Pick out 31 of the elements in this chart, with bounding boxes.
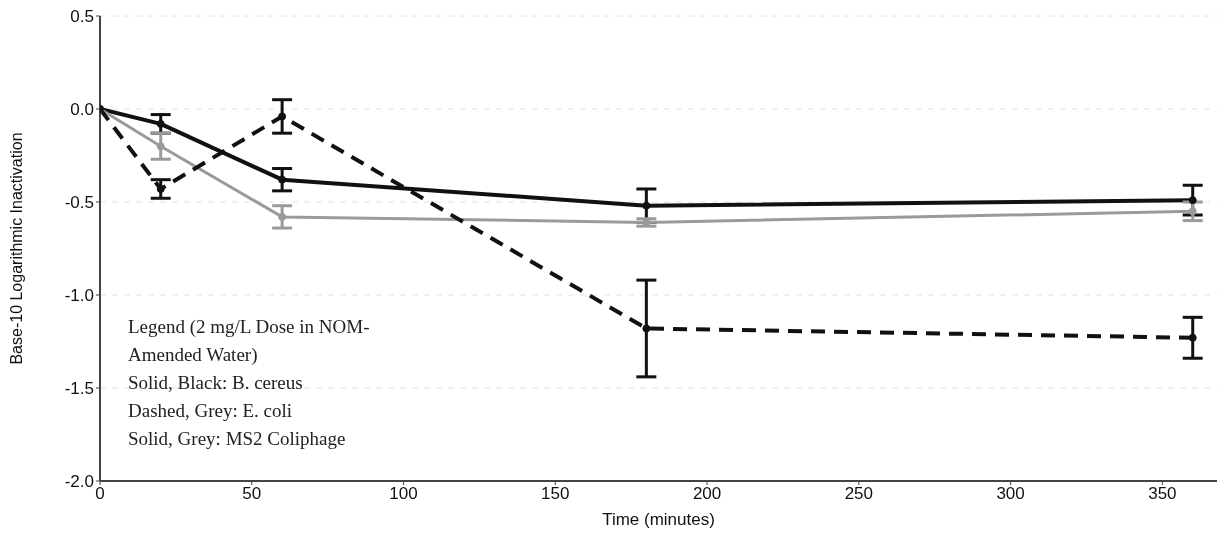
x-tick-label: 100 — [389, 484, 418, 504]
point — [278, 175, 287, 184]
x-tick-label: 0 — [95, 484, 105, 504]
point — [156, 142, 165, 151]
x-tick-label: 50 — [242, 484, 262, 504]
x-tick-label: 250 — [844, 484, 874, 504]
point — [1188, 207, 1197, 216]
annotation: Legend (2 mg/L Dose in NOM-Amended Water) — [128, 315, 371, 367]
point — [642, 324, 651, 333]
x-axis-title: Time (minutes) — [602, 510, 715, 529]
y-tick-label: 0.0 — [70, 100, 94, 120]
annotation: Solid, Black: B. cereus — [128, 371, 304, 395]
y-axis-title: Base-10 Logarithmic Inactivation — [7, 132, 25, 365]
point — [1188, 196, 1197, 205]
point — [1188, 333, 1197, 342]
point — [278, 112, 287, 121]
x-tick-label: 150 — [541, 484, 570, 504]
point — [278, 212, 287, 221]
point — [156, 184, 165, 193]
x-tick-label: 300 — [996, 484, 1025, 504]
point — [156, 119, 165, 128]
point — [642, 201, 651, 210]
y-tick-label: -2.0 — [64, 472, 94, 492]
x-tick-label: 350 — [1148, 484, 1177, 504]
y-tick-label: -0.5 — [64, 193, 94, 213]
y-tick-label: 0.5 — [70, 7, 94, 27]
x-tick-label: 200 — [692, 484, 722, 504]
y-tick-label: -1.0 — [64, 286, 94, 306]
y-tick-label: -1.5 — [64, 379, 94, 399]
annotation: Solid, Grey: MS2 Coliphage — [128, 427, 347, 451]
annotation: Dashed, Grey: E. coli — [128, 399, 294, 423]
